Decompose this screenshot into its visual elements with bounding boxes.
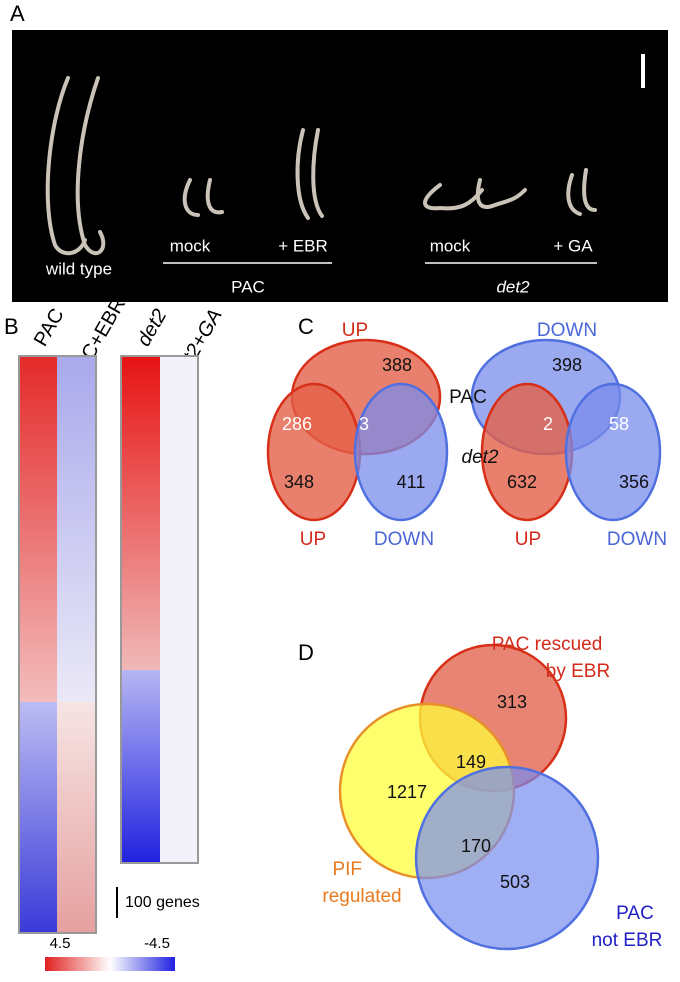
set-label: by EBR	[546, 661, 610, 682]
color-scale-label: 4.5	[50, 935, 71, 952]
set-label: DOWN	[537, 320, 597, 341]
set-label: UP	[515, 529, 541, 550]
row-label: PAC	[449, 387, 487, 408]
venn-count: 1217	[387, 782, 427, 802]
venn-count: 58	[609, 414, 629, 434]
set-label: regulated	[322, 886, 401, 907]
venn-count: 170	[461, 836, 491, 856]
seedlings	[45, 76, 597, 256]
column-header: det2	[133, 305, 172, 350]
venn-labels: UP UP DOWN DOWN UP DOWN PAC det2	[300, 320, 667, 550]
panel-label: C	[298, 314, 314, 339]
row-label: det2	[462, 447, 499, 468]
group-label: det2	[496, 277, 530, 296]
venn-count: 286	[282, 414, 312, 434]
color-scale-label: -4.5	[144, 935, 170, 952]
venn-set	[353, 382, 449, 522]
venn-left	[266, 338, 449, 522]
panel-label: B	[4, 314, 19, 339]
seedling-label: + GA	[553, 236, 593, 255]
panel-label: D	[298, 640, 314, 665]
heatmap-column	[20, 357, 57, 932]
heatmap-frame	[120, 355, 199, 864]
seedling-label: + EBR	[278, 236, 328, 255]
seedling-label: wild type	[45, 259, 112, 278]
seedling-label: mock	[430, 236, 471, 255]
venn-count: 356	[619, 472, 649, 492]
heatmap-column	[57, 357, 95, 932]
venn-set	[564, 382, 662, 522]
panel-label: A	[10, 1, 25, 26]
venn-count: 348	[284, 472, 314, 492]
venn-count: 3	[359, 414, 369, 434]
venn-set	[414, 765, 600, 951]
heatmap-column	[160, 357, 197, 862]
photo	[12, 30, 668, 302]
venn-right	[470, 338, 662, 522]
set-label: UP	[342, 320, 368, 341]
set-label: PAC rescued	[492, 634, 603, 655]
venn-count: 632	[507, 472, 537, 492]
set-label: UP	[300, 529, 326, 550]
column-header: PAC	[30, 305, 69, 350]
group-label: PAC	[231, 277, 265, 296]
seedling-label: mock	[170, 236, 211, 255]
heatmap-column	[122, 357, 160, 862]
set-label: DOWN	[374, 529, 434, 550]
set-label: not EBR	[592, 930, 663, 951]
venn-set	[266, 382, 362, 522]
set-label: DOWN	[607, 529, 667, 550]
venn-count: 2	[543, 414, 553, 434]
heatmap-frame	[18, 355, 97, 934]
set-labels: PAC rescued by EBR PIF regulated PAC not…	[322, 634, 662, 951]
set-label: PAC	[616, 903, 654, 924]
set-label: PIF	[332, 859, 362, 880]
venn-count: 503	[500, 872, 530, 892]
color-bar	[45, 957, 175, 971]
venn-count: 411	[397, 472, 426, 492]
venn-count: 313	[497, 692, 527, 712]
venn-count: 388	[382, 355, 412, 375]
venn-count: 398	[552, 355, 582, 375]
venn-count: 149	[456, 752, 486, 772]
venn-d	[338, 643, 600, 951]
gene-scale-label: 100 genes	[125, 894, 200, 911]
